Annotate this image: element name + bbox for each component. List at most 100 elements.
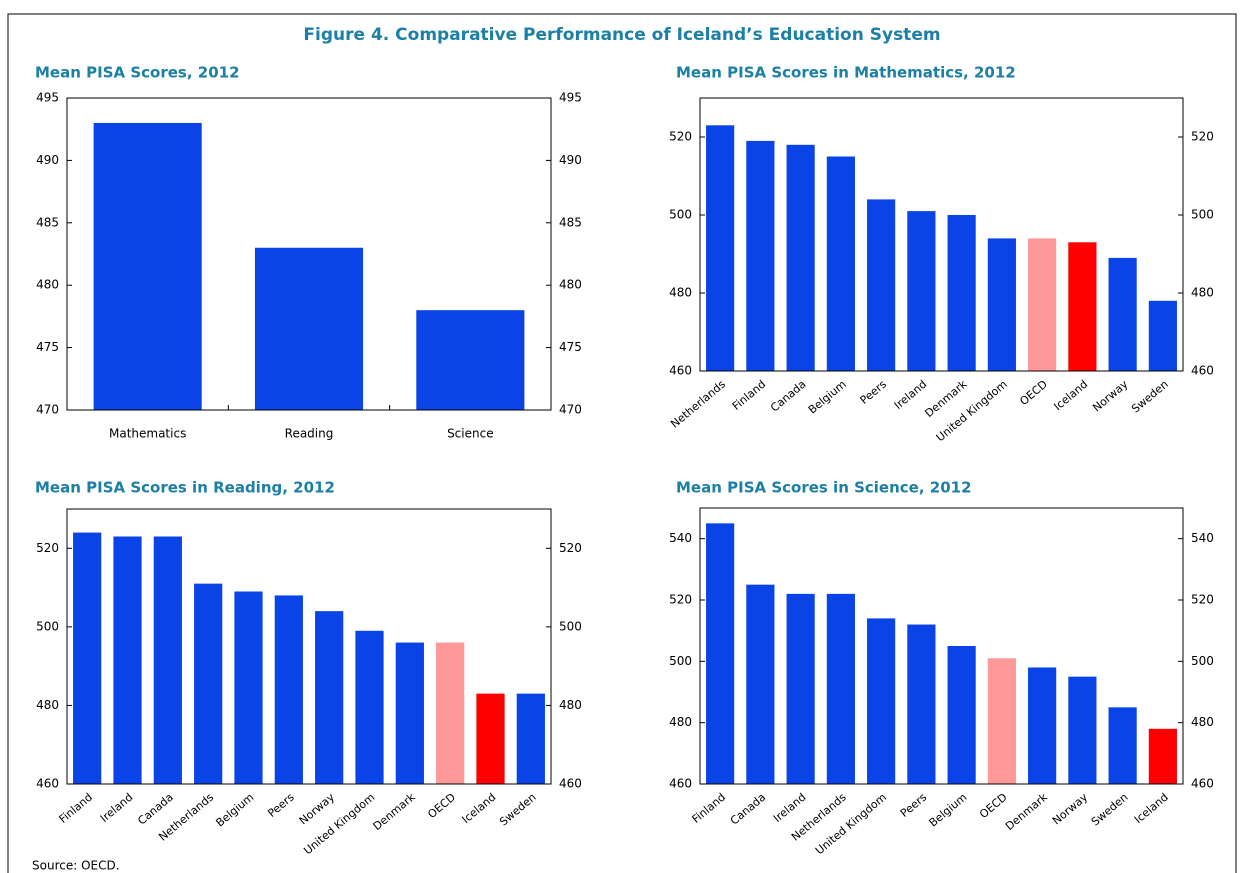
- bar: [746, 140, 775, 371]
- x-tick-label: Finland: [730, 378, 768, 413]
- y-tick-label: 480: [669, 715, 692, 729]
- x-tick-label: Ireland: [771, 791, 809, 825]
- bar: [1028, 238, 1057, 371]
- x-tick-label: OECD: [425, 791, 458, 821]
- bar: [274, 595, 303, 784]
- bar: [1148, 728, 1177, 784]
- bar: [416, 310, 525, 410]
- x-tick-label: Canada: [728, 791, 768, 828]
- bar: [867, 199, 896, 371]
- bar: [93, 122, 202, 411]
- bar: [1108, 707, 1137, 784]
- bar: [706, 125, 735, 371]
- bar: [315, 611, 344, 784]
- y2-tick-label: 470: [559, 403, 582, 417]
- y-tick-label: 500: [36, 619, 59, 633]
- bar: [254, 247, 364, 410]
- x-tick-label: Finland: [57, 791, 95, 826]
- y-tick-label: 500: [669, 654, 692, 668]
- y2-tick-label: 460: [559, 777, 582, 791]
- bar: [947, 215, 976, 371]
- y-tick-label: 475: [36, 340, 59, 354]
- plot-frame: [66, 97, 552, 411]
- y2-tick-label: 490: [559, 153, 582, 167]
- bar: [73, 532, 102, 784]
- x-tick-label: Science: [447, 427, 494, 441]
- y2-tick-label: 520: [1191, 130, 1214, 144]
- x-tick-label: Sweden: [497, 791, 539, 829]
- bar: [113, 536, 142, 784]
- y-tick-label: 480: [36, 278, 59, 292]
- y-tick-label: 485: [36, 215, 59, 229]
- y-tick-label: 540: [669, 531, 692, 545]
- x-tick-label: Denmark: [1003, 790, 1051, 833]
- y2-tick-label: 500: [1191, 654, 1214, 668]
- x-tick-label: Netherlands: [668, 377, 728, 430]
- y-tick-label: 495: [36, 91, 59, 105]
- y2-tick-label: 475: [559, 340, 582, 354]
- bar: [234, 591, 263, 784]
- y2-tick-label: 460: [1191, 777, 1214, 791]
- chart-title: Mean PISA Scores, 2012: [35, 64, 240, 82]
- x-tick-label: Iceland: [460, 791, 499, 827]
- x-tick-label: Sweden: [1129, 378, 1171, 416]
- bar: [1068, 242, 1097, 371]
- y2-tick-label: 520: [559, 541, 582, 555]
- y-tick-label: 480: [36, 698, 59, 712]
- bar: [476, 693, 505, 784]
- y2-tick-label: 480: [1191, 286, 1214, 300]
- chart-title: Mean PISA Scores in Science, 2012: [676, 479, 972, 497]
- bar: [987, 658, 1016, 784]
- y-tick-label: 460: [669, 777, 692, 791]
- bar: [786, 593, 815, 784]
- y2-tick-label: 480: [559, 278, 582, 292]
- y2-tick-label: 495: [559, 91, 582, 105]
- x-tick-label: United Kingdom: [301, 791, 377, 858]
- bar: [194, 583, 223, 784]
- frame: [7, 13, 1237, 873]
- x-tick-label: OECD: [977, 791, 1010, 821]
- bar: [153, 536, 182, 784]
- x-tick-label: Mathematics: [109, 427, 186, 441]
- x-tick-label: OECD: [1017, 378, 1050, 408]
- y2-tick-label: 485: [559, 215, 582, 229]
- y2-tick-label: 480: [1191, 715, 1214, 729]
- x-tick-label: United Kingdom: [934, 378, 1010, 445]
- x-tick-label: Iceland: [1132, 791, 1171, 827]
- x-tick-label: Peers: [898, 790, 930, 819]
- bar: [867, 618, 896, 784]
- y2-tick-label: 500: [1191, 208, 1214, 222]
- bar: [907, 211, 936, 371]
- x-tick-label: Ireland: [892, 378, 930, 412]
- x-tick-label: Iceland: [1051, 378, 1090, 414]
- source-note: Source: OECD.: [32, 859, 120, 873]
- bar: [395, 642, 424, 784]
- y2-tick-label: 520: [1191, 593, 1214, 607]
- figure-title: Figure 4. Comparative Performance of Ice…: [303, 25, 940, 45]
- bar: [516, 693, 545, 784]
- y-tick-label: 520: [36, 541, 59, 555]
- x-tick-label: Belgium: [806, 378, 849, 417]
- bar: [355, 630, 384, 784]
- x-tick-label: Norway: [1090, 377, 1131, 414]
- x-tick-label: Belgium: [213, 791, 256, 830]
- y-tick-label: 480: [669, 286, 692, 300]
- bar: [826, 593, 855, 784]
- y-tick-label: 460: [36, 777, 59, 791]
- y-tick-label: 500: [669, 208, 692, 222]
- y-tick-label: 460: [669, 364, 692, 378]
- chart-title: Mean PISA Scores in Reading, 2012: [35, 479, 335, 497]
- y2-tick-label: 460: [1191, 364, 1214, 378]
- y-tick-label: 490: [36, 153, 59, 167]
- plot-frame: [699, 97, 1184, 372]
- chart-title: Mean PISA Scores in Mathematics, 2012: [676, 64, 1016, 82]
- bar: [826, 156, 855, 371]
- bar: [746, 584, 775, 784]
- y2-tick-label: 500: [559, 619, 582, 633]
- x-tick-label: Peers: [265, 790, 297, 819]
- x-tick-label: Sweden: [1089, 791, 1131, 829]
- y-tick-label: 520: [669, 130, 692, 144]
- x-tick-label: Canada: [768, 378, 808, 415]
- plot-frame: [66, 508, 552, 785]
